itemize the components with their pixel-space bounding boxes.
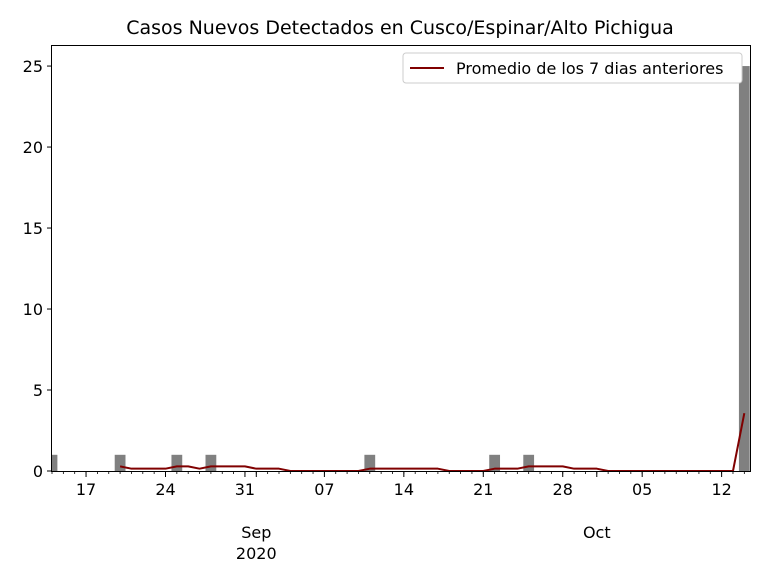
x-month-label: Sep <box>241 523 271 542</box>
x-tick-label: 31 <box>235 480 255 499</box>
bar <box>738 66 750 471</box>
x-tick-label: 24 <box>155 480 175 499</box>
y-tick-label: 25 <box>23 57 43 76</box>
plot-frame <box>51 45 751 472</box>
x-tick-label: 07 <box>314 480 334 499</box>
x-tick-label: 12 <box>711 480 731 499</box>
y-tick-label: 5 <box>33 381 43 400</box>
bar <box>489 454 501 471</box>
legend-box <box>402 52 743 84</box>
x-month-label: Oct <box>583 523 611 542</box>
bar <box>205 454 217 471</box>
bar <box>364 454 376 471</box>
chart-title: Casos Nuevos Detectados en Cusco/Espinar… <box>126 17 674 39</box>
bar <box>523 454 535 471</box>
x-year-label: 2020 <box>236 544 277 563</box>
x-axis: 17 24 31 07 14 21 28 05 12 Sep 2020 Oct <box>51 471 745 563</box>
x-tick-label: 05 <box>632 480 652 499</box>
x-tick-label: 17 <box>76 480 96 499</box>
x-tick-label: 14 <box>394 480 414 499</box>
legend-label: Promedio de los 7 dias anteriores <box>456 59 723 78</box>
bars-layer <box>52 66 750 471</box>
y-tick-label: 20 <box>23 138 43 157</box>
y-tick-label: 15 <box>23 219 43 238</box>
bar <box>52 454 58 471</box>
x-tick-label: 28 <box>553 480 573 499</box>
series-line <box>119 412 746 472</box>
y-tick-label: 10 <box>23 300 43 319</box>
legend: Promedio de los 7 dias anteriores <box>402 52 743 84</box>
y-axis: 0 5 10 15 20 25 <box>23 57 52 481</box>
x-tick-label: 21 <box>473 480 493 499</box>
bar <box>171 454 183 471</box>
line-layer <box>119 412 746 472</box>
y-tick-label: 0 <box>33 462 43 481</box>
bar <box>114 454 126 471</box>
